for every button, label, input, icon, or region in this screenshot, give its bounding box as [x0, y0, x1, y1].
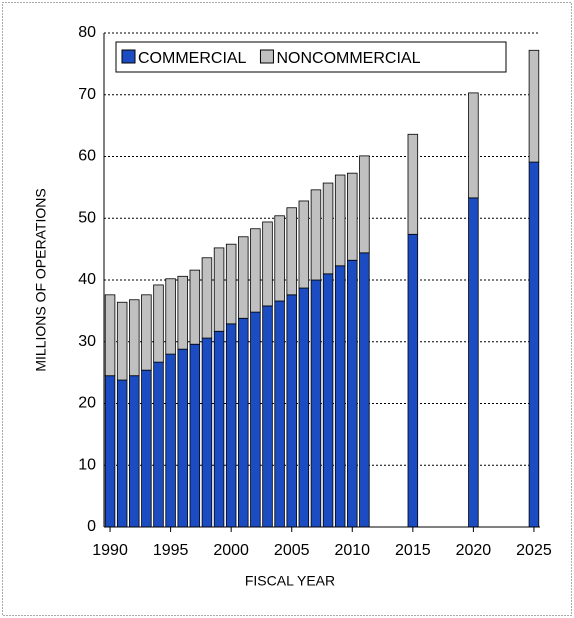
bar-segment	[213, 247, 225, 332]
bar-segment	[189, 269, 201, 345]
bar-segment	[153, 361, 164, 528]
bar-segment	[250, 228, 261, 313]
bar-segment	[116, 379, 128, 528]
bar-segment	[165, 278, 176, 355]
y-tick-label: 70	[78, 86, 96, 103]
bar-segment	[298, 200, 310, 289]
legend-swatch	[259, 49, 274, 64]
bar-segment	[310, 279, 322, 528]
bar-segment	[153, 284, 164, 363]
y-tick-label: 20	[78, 395, 96, 412]
bar-segment	[310, 189, 322, 281]
y-tick-label: 0	[87, 518, 96, 535]
bar-segment	[407, 233, 419, 528]
bar-segment	[104, 294, 116, 377]
x-tick-label: 2010	[334, 542, 370, 559]
x-tick-label: 2020	[456, 542, 492, 559]
x-axis-title: FISCAL YEAR	[245, 573, 335, 589]
y-tick-label: 40	[78, 271, 96, 288]
y-tick-label: 50	[78, 209, 96, 226]
bar-segment	[225, 323, 237, 528]
y-axis-title: MILLIONS OF OPERATIONS	[33, 188, 49, 371]
bar-segment	[177, 348, 188, 528]
bar-segment	[129, 299, 140, 377]
bar-segment	[177, 275, 188, 350]
y-tick-label: 60	[78, 148, 96, 165]
bar-segment	[322, 182, 334, 275]
x-tick-label: 2000	[213, 542, 249, 559]
bar-segment	[274, 215, 285, 302]
bar-segment	[201, 257, 213, 339]
bar-segment	[334, 174, 346, 267]
x-tick-label: 2025	[516, 542, 552, 559]
x-tick-label: 2015	[395, 542, 431, 559]
bar-segment	[225, 243, 237, 325]
bar-segment	[189, 343, 201, 528]
bar-segment	[141, 294, 152, 371]
bar-segment	[129, 375, 140, 528]
bar-segment	[407, 133, 419, 235]
bar-segment	[322, 273, 334, 528]
bar-segment	[201, 337, 213, 528]
bar-segment	[213, 330, 225, 528]
legend-label: NONCOMMERCIAL	[276, 50, 420, 67]
legend-swatch	[121, 49, 136, 64]
bar-segment	[262, 221, 273, 307]
bar-segment	[141, 369, 152, 528]
bar-segment	[334, 265, 346, 528]
y-tick-label: 80	[78, 24, 96, 41]
bar-segment	[116, 301, 128, 381]
bar-segment	[359, 252, 370, 528]
x-tick-label: 1990	[92, 542, 128, 559]
bar-segment	[528, 161, 540, 528]
bar-segment	[104, 375, 116, 528]
bar-segment	[347, 259, 358, 528]
bar-segment	[298, 287, 310, 528]
y-tick-label: 30	[78, 333, 96, 350]
bar-segment	[359, 155, 370, 254]
bar-segment	[238, 317, 249, 528]
x-tick-label: 2005	[274, 542, 310, 559]
bar-segment	[347, 172, 358, 261]
bar-segment	[250, 311, 261, 528]
legend-box	[115, 41, 507, 73]
bar-segment	[274, 300, 285, 528]
bar-segment	[528, 49, 540, 163]
legend-label: COMMERCIAL	[138, 50, 247, 67]
y-tick-label: 10	[78, 456, 96, 473]
bar-segment	[165, 353, 176, 528]
bar-segment	[286, 207, 297, 296]
bar-segment	[468, 197, 479, 528]
bar-segment	[468, 92, 479, 199]
x-tick-label: 1995	[153, 542, 189, 559]
bar-segment	[286, 294, 297, 528]
bar-segment	[238, 236, 249, 319]
bar-segment	[262, 305, 273, 528]
